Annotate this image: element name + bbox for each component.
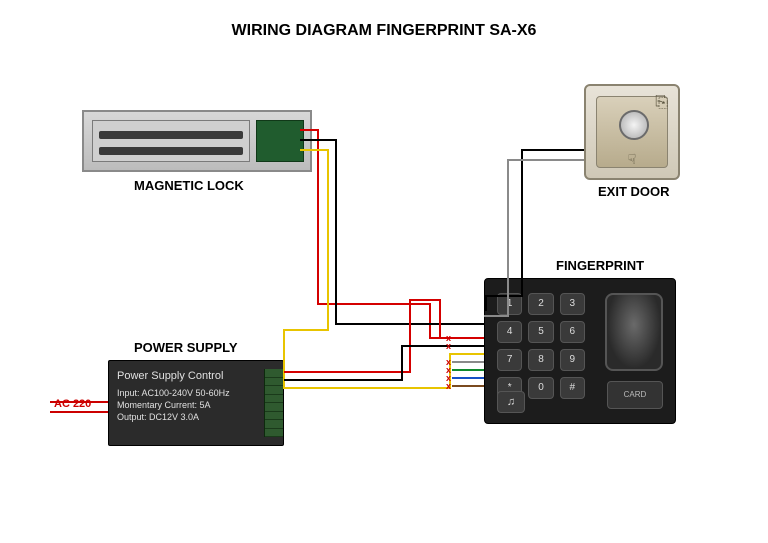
psu-caption: Power Supply Control Input: AC100-240V 5… <box>117 369 230 423</box>
power-supply: Power Supply Control Input: AC100-240V 5… <box>108 360 284 446</box>
key-7: 7 <box>497 349 522 371</box>
power-supply-label: POWER SUPPLY <box>134 340 238 355</box>
fingerprint-reader: 1 2 3 4 5 6 7 8 9 * 0 # ♫ CARD <box>484 278 676 424</box>
psu-terminals <box>264 369 283 437</box>
bell-key: ♫ <box>497 391 525 413</box>
exit-door: ⎘ ☟ <box>584 84 680 180</box>
key-0: 0 <box>528 377 553 399</box>
exit-button <box>619 110 649 140</box>
key-1: 1 <box>497 293 522 315</box>
key-3: 3 <box>560 293 585 315</box>
magnetic-lock-label: MAGNETIC LOCK <box>134 178 244 193</box>
svg-text:x: x <box>446 365 451 375</box>
key-2: 2 <box>528 293 553 315</box>
svg-text:x: x <box>446 341 451 351</box>
keypad: 1 2 3 4 5 6 7 8 9 * 0 # <box>497 293 585 399</box>
key-5: 5 <box>528 321 553 343</box>
key-8: 8 <box>528 349 553 371</box>
door-icon: ⎘ <box>655 94 668 112</box>
maglock-body <box>92 120 250 162</box>
diagram-stage: { "title": { "text": "WIRING DIAGRAM FIN… <box>0 0 768 543</box>
psu-line: Output: DC12V 3.0A <box>117 411 230 423</box>
key-4: 4 <box>497 321 522 343</box>
magnetic-lock <box>82 110 312 172</box>
psu-line: Momentary Current: 5A <box>117 399 230 411</box>
key-6: 6 <box>560 321 585 343</box>
maglock-rail <box>99 147 243 155</box>
ac-input-label: AC 220 <box>54 398 91 410</box>
maglock-pcb <box>256 120 304 162</box>
key-9: 9 <box>560 349 585 371</box>
card-reader: CARD <box>607 381 663 409</box>
exit-door-label: EXIT DOOR <box>598 184 670 199</box>
svg-text:x: x <box>446 333 451 343</box>
svg-text:x: x <box>446 373 451 383</box>
key-hash: # <box>560 377 585 399</box>
psu-title: Power Supply Control <box>117 369 230 384</box>
svg-text:x: x <box>446 381 451 391</box>
fingerprint-label: FINGERPRINT <box>556 258 644 273</box>
maglock-rail <box>99 131 243 139</box>
psu-line: Input: AC100-240V 50-60Hz <box>117 387 230 399</box>
hand-icon: ☟ <box>628 151 637 168</box>
wiring-layer: xxxxxx <box>0 0 768 543</box>
diagram-title: WIRING DIAGRAM FINGERPRINT SA-X6 <box>0 22 768 40</box>
fingerprint-scanner <box>605 293 663 371</box>
svg-text:x: x <box>446 357 451 367</box>
